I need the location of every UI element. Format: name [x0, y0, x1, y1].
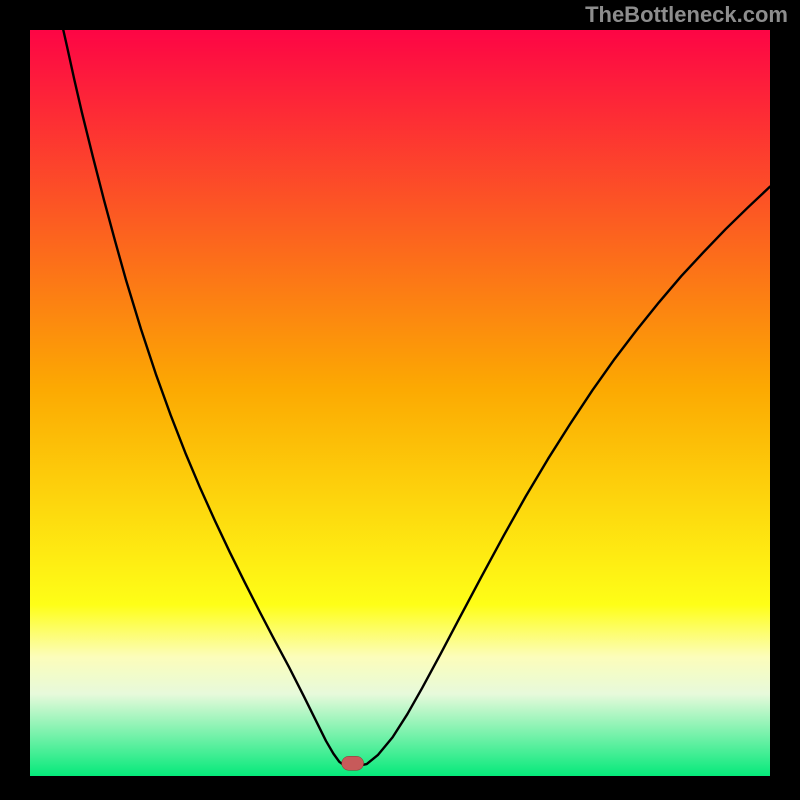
chart-frame: TheBottleneck.com: [0, 0, 800, 800]
watermark: TheBottleneck.com: [585, 2, 788, 28]
plot-area: [30, 30, 770, 776]
